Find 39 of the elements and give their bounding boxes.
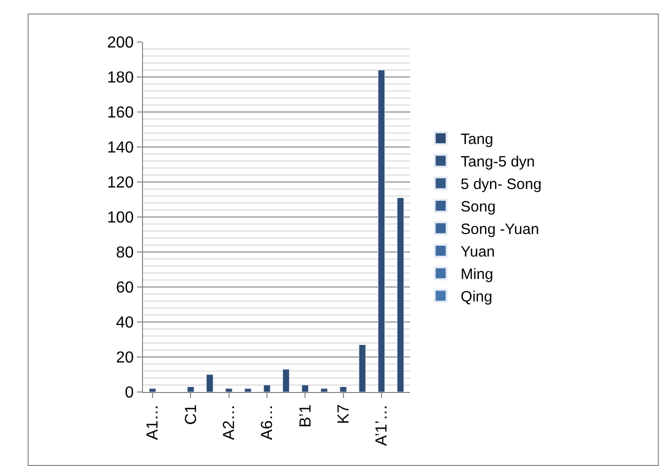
bar xyxy=(148,388,156,392)
y-tick-label: 200 xyxy=(107,34,134,52)
x-tick-label: K7 xyxy=(335,404,352,424)
legend-label: 5 dyn- Song xyxy=(460,176,542,194)
bar xyxy=(320,388,328,392)
bar xyxy=(340,386,347,392)
bar xyxy=(282,369,290,392)
y-tick-label: 160 xyxy=(107,104,134,122)
y-tick-label: 0 xyxy=(124,384,134,402)
x-tick-label: B’1 xyxy=(297,404,314,428)
legend-label: Song -Yuan xyxy=(460,221,540,238)
bar xyxy=(225,388,232,392)
legend-label: Tang xyxy=(460,131,494,148)
legend-label: Qing xyxy=(460,288,492,306)
bar xyxy=(396,198,404,392)
x-tick-label: C1 xyxy=(182,404,200,425)
y-tick-label: 20 xyxy=(116,350,134,367)
y-tick-label: 40 xyxy=(116,314,134,332)
legend-label: Song xyxy=(460,198,496,216)
x-tick-label: A1… xyxy=(144,404,162,440)
y-tick-label: 100 xyxy=(107,210,134,227)
bar xyxy=(302,384,309,392)
y-tick-label: 140 xyxy=(107,140,134,157)
legend-label: Tang-5 dyn xyxy=(460,154,535,171)
x-tick-label: A6… xyxy=(259,404,276,440)
y-tick-label: 180 xyxy=(107,70,134,87)
y-tick-label: 120 xyxy=(107,174,134,192)
bar xyxy=(263,384,271,392)
y-tick-label: 80 xyxy=(116,244,134,262)
x-tick-label: A2… xyxy=(221,404,238,440)
bar xyxy=(206,374,214,392)
legend-label: Ming xyxy=(460,266,494,284)
y-tick-label: 60 xyxy=(116,280,134,297)
bar xyxy=(187,386,194,392)
bar xyxy=(358,344,366,392)
legend-label: Yuan xyxy=(460,244,495,261)
x-tick-label: A’1’… xyxy=(374,404,391,446)
bar xyxy=(244,388,252,392)
bar xyxy=(378,70,385,392)
